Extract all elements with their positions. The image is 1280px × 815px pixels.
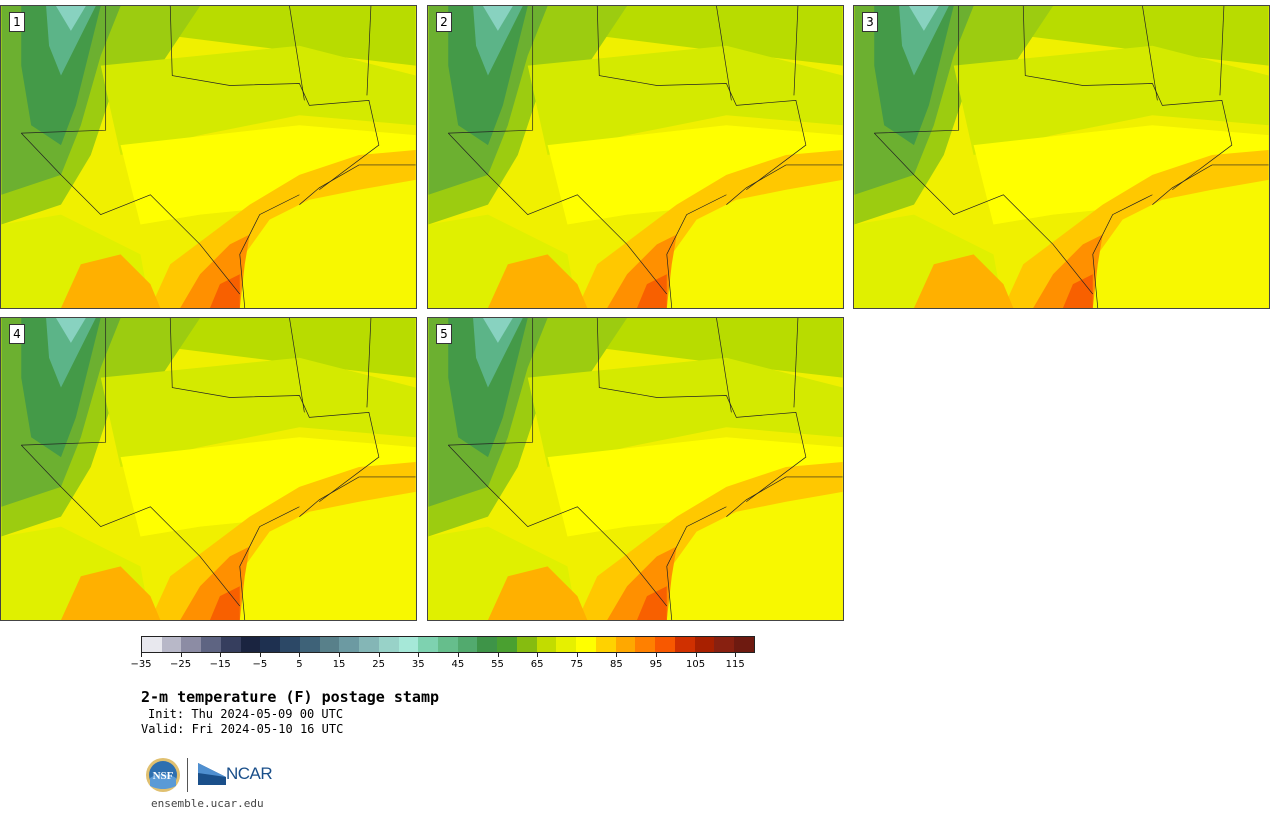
- ncar-logo-text: NCAR: [226, 764, 273, 783]
- colorbar-segment: [457, 637, 478, 652]
- colorbar-segment: [319, 637, 340, 652]
- temperature-map-3: [854, 6, 1269, 308]
- colorbar-segment: [714, 637, 735, 652]
- nsf-logo-icon: NSF: [146, 758, 180, 792]
- colorbar-segment: [497, 637, 517, 652]
- colorbar-tick-label: −25: [170, 659, 192, 670]
- colorbar-segment: [398, 637, 419, 652]
- panel-number-5: 5: [436, 324, 452, 344]
- colorbar-segment: [635, 637, 656, 652]
- colorbar-segment: [516, 637, 537, 652]
- colorbar-tick-label: 85: [609, 659, 623, 670]
- colorbar-tick: [497, 653, 499, 657]
- colorbar-segment: [595, 637, 616, 652]
- map-panel-5: 5: [427, 317, 844, 621]
- colorbar-tick-label: −15: [209, 659, 231, 670]
- colorbar-tick-label: 95: [649, 659, 663, 670]
- map-panel-3: 3: [853, 5, 1270, 309]
- colorbar-segment: [299, 637, 320, 652]
- map-panel-2: 2: [427, 5, 844, 309]
- colorbar-tick: [339, 653, 341, 657]
- colorbar-tick: [537, 653, 539, 657]
- colorbar-ticks: −35 −25 −15 −5 5 15 25 35 45 55 65 75 85 95 105 115: [130, 653, 755, 673]
- colorbar-tick-label: 45: [451, 659, 465, 670]
- colorbar-segment: [615, 637, 636, 652]
- colorbar-segment: [576, 637, 596, 652]
- panel-number-4: 4: [9, 324, 25, 344]
- site-url: ensemble.ucar.edu: [151, 797, 264, 810]
- panel-number-1: 1: [9, 12, 25, 32]
- temperature-map-1: [1, 6, 416, 308]
- colorbar-tick-label: 5: [296, 659, 303, 670]
- colorbar-tick: [735, 653, 737, 657]
- colorbar-segment: [339, 637, 360, 652]
- colorbar-segment: [536, 637, 557, 652]
- chart-title: 2-m temperature (F) postage stamp: [141, 688, 440, 706]
- colorbar-tick-label: 65: [530, 659, 544, 670]
- logo-group: NSF NCAR: [144, 756, 284, 794]
- colorbar-tick: [141, 653, 142, 657]
- colorbar-segment: [240, 637, 261, 652]
- colorbar-tick-label: 55: [491, 659, 504, 670]
- colorbar-tick-label: −35: [130, 659, 152, 670]
- colorbar-segment: [181, 637, 202, 652]
- colorbar-segment: [734, 637, 754, 652]
- map-panel-4: 4: [0, 317, 417, 621]
- colorbar-tick: [378, 653, 380, 657]
- nsf-logo-text: NSF: [153, 770, 174, 782]
- colorbar-segment: [161, 637, 182, 652]
- colorbar-segment: [260, 637, 281, 652]
- colorbar-tick: [259, 653, 261, 657]
- colorbar-segment: [142, 637, 162, 652]
- colorbar-tick: [457, 653, 459, 657]
- panel-number-2: 2: [436, 12, 452, 32]
- colorbar-segment: [556, 637, 577, 652]
- colorbar-tick: [655, 653, 657, 657]
- colorbar-tick-label: 35: [411, 659, 425, 670]
- temperature-map-4: [1, 318, 416, 620]
- colorbar-tick: [576, 653, 578, 657]
- colorbar-tick-label: 75: [570, 659, 584, 670]
- colorbar-tick: [220, 653, 222, 657]
- colorbar-tick-label: 105: [686, 659, 706, 670]
- colorbar-segment: [655, 637, 675, 652]
- logo-divider: [187, 758, 188, 792]
- colorbar-tick: [299, 653, 301, 657]
- valid-time: Valid: Fri 2024-05-10 16 UTC: [141, 722, 344, 736]
- temperature-colorbar: [141, 636, 755, 653]
- colorbar-segment: [477, 637, 498, 652]
- colorbar-tick: [180, 653, 182, 657]
- colorbar-tick-label: 25: [372, 659, 386, 670]
- colorbar-segment: [694, 637, 715, 652]
- panel-number-3: 3: [862, 12, 878, 32]
- colorbar-segment: [418, 637, 439, 652]
- colorbar-tick-label: 15: [332, 659, 346, 670]
- temperature-map-5: [428, 318, 843, 620]
- map-panel-1: 1: [0, 5, 417, 309]
- ncar-logo-icon: [198, 763, 226, 785]
- colorbar-segment: [201, 637, 221, 652]
- colorbar-segment: [438, 637, 458, 652]
- colorbar-segment: [674, 637, 695, 652]
- colorbar-segment: [378, 637, 399, 652]
- colorbar-tick-label: 115: [725, 659, 745, 670]
- colorbar-segment: [280, 637, 300, 652]
- colorbar-segment: [220, 637, 241, 652]
- colorbar-segment: [359, 637, 379, 652]
- init-time: Init: Thu 2024-05-09 00 UTC: [148, 707, 344, 721]
- colorbar-tick-label: −5: [252, 659, 268, 670]
- colorbar-tick: [418, 653, 420, 657]
- temperature-map-2: [428, 6, 843, 308]
- colorbar-tick: [695, 653, 697, 657]
- colorbar-tick: [616, 653, 618, 657]
